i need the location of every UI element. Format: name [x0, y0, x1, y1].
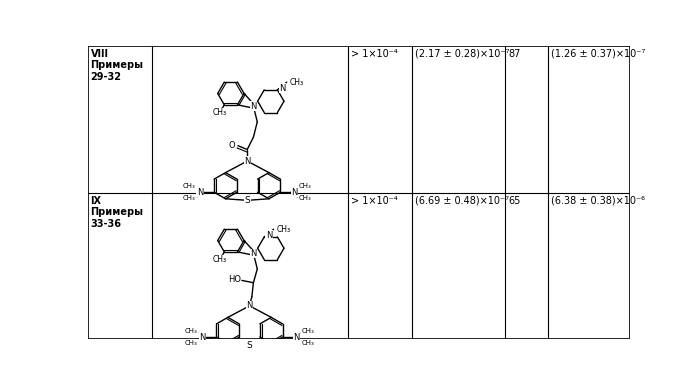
Text: (1.26 ± 0.37)×10⁻⁷: (1.26 ± 0.37)×10⁻⁷ [551, 49, 645, 59]
Text: N: N [197, 188, 203, 197]
Text: > 1×10⁻⁴: > 1×10⁻⁴ [351, 49, 398, 59]
Text: N: N [279, 84, 286, 93]
Text: N: N [246, 301, 253, 310]
Text: N: N [244, 157, 251, 166]
Text: VIII
Примеры
29-32: VIII Примеры 29-32 [90, 49, 144, 82]
Text: CH₃: CH₃ [183, 195, 195, 202]
Text: IX
Примеры
33-36: IX Примеры 33-36 [90, 196, 144, 229]
Text: (6.69 ± 0.48)×10⁻⁷: (6.69 ± 0.48)×10⁻⁷ [415, 196, 509, 206]
Text: CH₃: CH₃ [185, 340, 198, 346]
Text: CH₃: CH₃ [213, 108, 227, 117]
Text: N: N [199, 333, 206, 341]
Text: CH₃: CH₃ [301, 340, 314, 346]
Text: HO: HO [228, 275, 241, 284]
Text: 87: 87 [508, 49, 521, 59]
Text: CH₃: CH₃ [183, 183, 195, 189]
Text: CH₃: CH₃ [301, 328, 314, 334]
Text: 65: 65 [508, 196, 521, 206]
Text: CH₃: CH₃ [185, 328, 198, 334]
Text: N: N [266, 231, 272, 240]
Text: S: S [244, 196, 250, 205]
Text: (6.38 ± 0.38)×10⁻⁶: (6.38 ± 0.38)×10⁻⁶ [551, 196, 645, 206]
Text: N: N [293, 333, 300, 341]
Text: CH₃: CH₃ [290, 78, 304, 86]
Text: N: N [250, 249, 257, 258]
Text: CH₃: CH₃ [213, 255, 227, 264]
Text: N: N [291, 188, 298, 197]
Text: O: O [229, 141, 236, 150]
Text: CH₃: CH₃ [299, 195, 312, 202]
Text: CH₃: CH₃ [276, 225, 290, 234]
Text: CH₃: CH₃ [299, 183, 312, 189]
Text: (2.17 ± 0.28)×10⁻⁷: (2.17 ± 0.28)×10⁻⁷ [415, 49, 510, 59]
Text: N: N [250, 102, 257, 111]
Text: > 1×10⁻⁴: > 1×10⁻⁴ [351, 196, 398, 206]
Text: S: S [246, 341, 253, 350]
